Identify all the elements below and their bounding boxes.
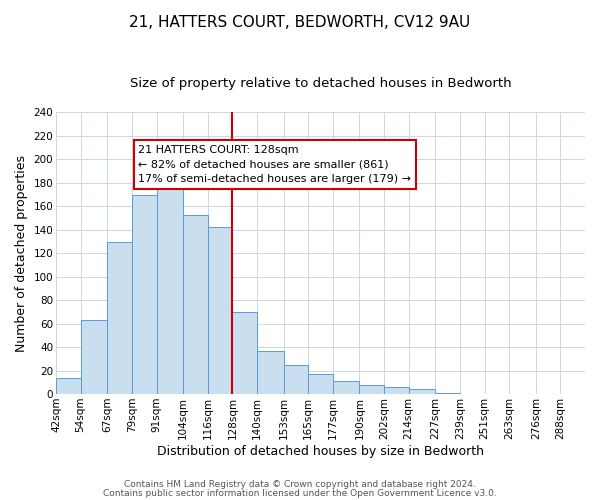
Bar [208,228,232,394]
Bar [436,393,460,394]
Bar [80,320,107,394]
Bar [132,194,157,394]
Text: 21 HATTERS COURT: 128sqm
← 82% of detached houses are smaller (861)
17% of semi-: 21 HATTERS COURT: 128sqm ← 82% of detach… [138,145,411,184]
Text: 21, HATTERS COURT, BEDWORTH, CV12 9AU: 21, HATTERS COURT, BEDWORTH, CV12 9AU [130,15,470,30]
Y-axis label: Number of detached properties: Number of detached properties [15,155,28,352]
Title: Size of property relative to detached houses in Bedworth: Size of property relative to detached ho… [130,78,511,90]
Bar [359,384,384,394]
Text: Contains HM Land Registry data © Crown copyright and database right 2024.: Contains HM Land Registry data © Crown c… [124,480,476,489]
Bar [56,378,80,394]
Bar [232,312,257,394]
Bar [308,374,333,394]
X-axis label: Distribution of detached houses by size in Bedworth: Distribution of detached houses by size … [157,444,484,458]
Text: Contains public sector information licensed under the Open Government Licence v3: Contains public sector information licen… [103,489,497,498]
Bar [157,160,183,394]
Bar [284,364,308,394]
Bar [409,390,436,394]
Bar [257,350,284,394]
Bar [183,214,208,394]
Bar [384,387,409,394]
Bar [107,242,132,394]
Bar [333,381,359,394]
